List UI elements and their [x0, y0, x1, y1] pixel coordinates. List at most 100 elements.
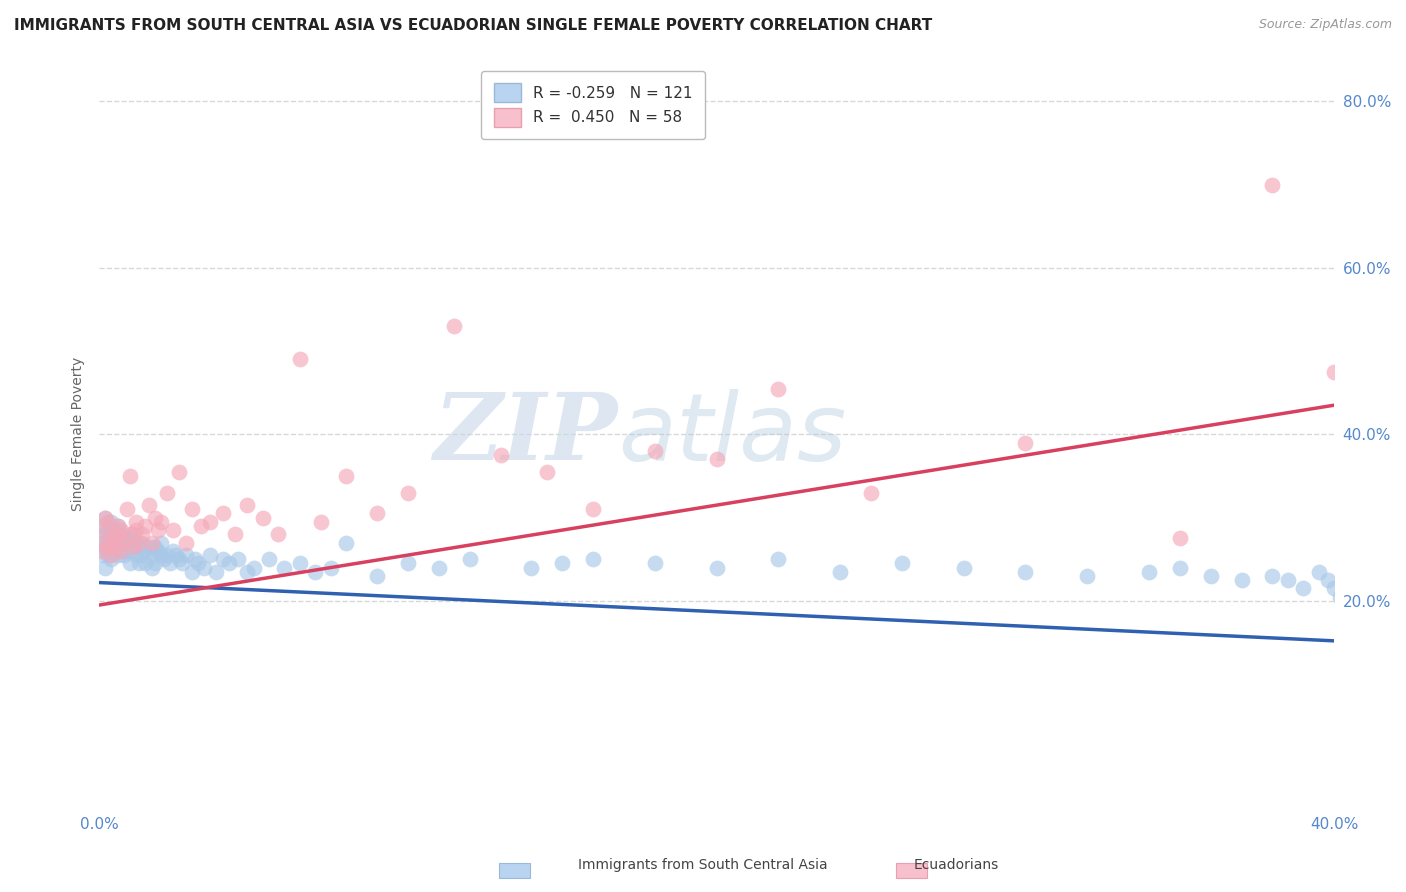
- Point: [952, 560, 974, 574]
- Point: [1400, 598, 1406, 612]
- Point: [146, 523, 169, 537]
- Point: [1354, 585, 1376, 599]
- Point: [97, 548, 120, 562]
- Point: [143, 540, 166, 554]
- Point: [830, 565, 852, 579]
- Point: [1323, 582, 1346, 596]
- Text: IMMIGRANTS FROM SOUTH CENTRAL ASIA VS ECUADORIAN SINGLE FEMALE POVERTY CORRELATI: IMMIGRANTS FROM SOUTH CENTRAL ASIA VS EC…: [14, 18, 932, 33]
- Point: [180, 502, 202, 516]
- Point: [1168, 560, 1191, 574]
- Point: [143, 510, 166, 524]
- Point: [122, 540, 145, 554]
- Point: [860, 485, 883, 500]
- Point: [131, 535, 153, 549]
- Point: [1261, 178, 1284, 192]
- Point: [242, 560, 264, 574]
- Point: [112, 532, 135, 546]
- Point: [156, 485, 179, 500]
- Point: [141, 548, 163, 562]
- Point: [304, 565, 326, 579]
- Point: [125, 548, 148, 562]
- Point: [200, 548, 222, 562]
- Point: [103, 527, 125, 541]
- Point: [107, 532, 129, 546]
- Point: [180, 565, 202, 579]
- Point: [211, 552, 233, 566]
- Point: [94, 560, 117, 574]
- Point: [458, 552, 481, 566]
- Point: [200, 515, 222, 529]
- Point: [141, 560, 163, 574]
- Point: [172, 557, 194, 571]
- Point: [128, 535, 150, 549]
- Point: [366, 569, 388, 583]
- Point: [91, 535, 114, 549]
- Point: [162, 523, 184, 537]
- Point: [396, 485, 419, 500]
- Point: [1385, 585, 1406, 599]
- Point: [118, 544, 141, 558]
- Point: [131, 548, 153, 562]
- Point: [131, 527, 153, 541]
- Point: [115, 535, 138, 549]
- Point: [1391, 590, 1406, 604]
- Point: [335, 469, 357, 483]
- Point: [520, 560, 543, 574]
- Point: [644, 444, 666, 458]
- Point: [112, 535, 135, 549]
- Point: [644, 557, 666, 571]
- Point: [118, 469, 141, 483]
- Point: [582, 552, 605, 566]
- Point: [1230, 573, 1253, 587]
- Point: [141, 535, 163, 549]
- Point: [103, 540, 125, 554]
- Point: [103, 523, 125, 537]
- Point: [582, 502, 605, 516]
- Point: [551, 557, 574, 571]
- Point: [267, 527, 290, 541]
- Point: [149, 515, 172, 529]
- Point: [1339, 594, 1361, 608]
- Point: [97, 515, 120, 529]
- Point: [94, 527, 117, 541]
- Point: [122, 540, 145, 554]
- Point: [1378, 577, 1400, 591]
- Point: [427, 560, 450, 574]
- Point: [128, 557, 150, 571]
- Point: [162, 544, 184, 558]
- Point: [115, 502, 138, 516]
- Point: [1323, 365, 1346, 379]
- Point: [335, 535, 357, 549]
- Point: [443, 319, 465, 334]
- Point: [1199, 569, 1222, 583]
- Point: [100, 548, 122, 562]
- Point: [94, 540, 117, 554]
- Point: [184, 552, 207, 566]
- Point: [1014, 435, 1036, 450]
- Point: [91, 548, 114, 562]
- Point: [1168, 532, 1191, 546]
- Point: [103, 544, 125, 558]
- Point: [156, 548, 179, 562]
- Legend: R = -0.259   N = 121, R =  0.450   N = 58: R = -0.259 N = 121, R = 0.450 N = 58: [481, 71, 704, 139]
- Point: [768, 552, 790, 566]
- Point: [97, 544, 120, 558]
- Point: [146, 544, 169, 558]
- Point: [169, 465, 191, 479]
- Point: [100, 552, 122, 566]
- Point: [252, 510, 274, 524]
- Point: [768, 382, 790, 396]
- Point: [288, 352, 311, 367]
- Point: [1014, 565, 1036, 579]
- Point: [100, 515, 122, 529]
- Point: [1261, 569, 1284, 583]
- Point: [94, 510, 117, 524]
- Point: [118, 532, 141, 546]
- Point: [125, 515, 148, 529]
- Point: [190, 519, 212, 533]
- Point: [125, 523, 148, 537]
- Point: [128, 540, 150, 554]
- Point: [107, 519, 129, 533]
- Point: [1137, 565, 1160, 579]
- Point: [257, 552, 280, 566]
